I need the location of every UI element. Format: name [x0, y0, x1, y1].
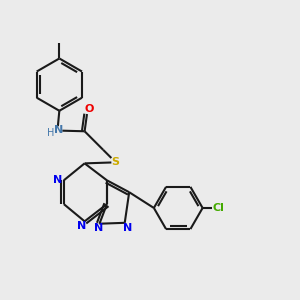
Text: N: N	[94, 224, 104, 233]
Text: Cl: Cl	[212, 203, 224, 213]
Text: S: S	[111, 157, 119, 166]
Text: N: N	[123, 223, 132, 232]
Text: N: N	[54, 125, 63, 135]
Text: O: O	[84, 104, 94, 114]
Text: N: N	[52, 175, 62, 185]
Text: H: H	[47, 128, 54, 138]
Text: N: N	[77, 221, 86, 231]
